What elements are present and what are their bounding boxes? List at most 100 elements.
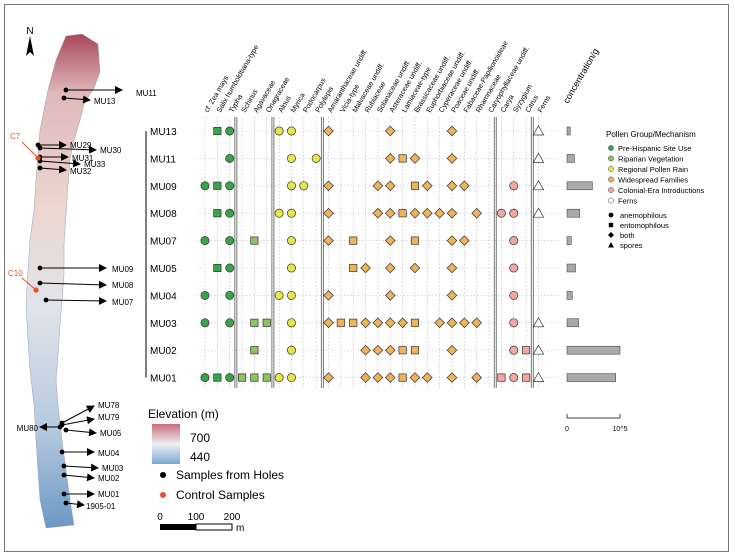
legend-group-swatch [608, 176, 614, 183]
pollen-marker-square [213, 209, 222, 218]
pollen-marker-square [522, 346, 531, 355]
sample-arrow [63, 95, 91, 104]
pollen-marker-diamond [459, 317, 470, 329]
pollen-marker-square [349, 318, 358, 327]
pollen-marker-diamond [446, 235, 458, 246]
hole-sample-mu79[interactable]: MU79 [59, 413, 120, 428]
legend-mechanism-square-icon [608, 222, 614, 228]
pollen-marker-diamond [422, 372, 433, 383]
pollen-marker-diamond [384, 180, 396, 192]
pollen-marker-square [250, 236, 259, 245]
pollen-marker-square [398, 154, 407, 163]
concentration-bar [566, 154, 575, 163]
pollen-marker-circle [509, 236, 519, 246]
sample-label: MU32 [70, 167, 92, 176]
concentration-bar [566, 373, 617, 382]
control-arrow [21, 141, 39, 159]
pollen-marker-diamond [409, 207, 421, 219]
sample-dot [43, 297, 49, 303]
pollen-marker-diamond [372, 317, 384, 329]
pollen-marker-diamond [434, 317, 445, 329]
hole-sample-mu02[interactable]: MU02 [61, 472, 120, 483]
sample-label: MU79 [98, 413, 120, 422]
hole-sample-mu09[interactable]: MU09 [37, 264, 134, 274]
pollen-marker-square [213, 181, 222, 190]
pollen-marker-diamond [409, 262, 421, 274]
pollen-marker-circle [225, 126, 235, 136]
pollen-marker-diamond [459, 180, 470, 192]
pollen-marker-triangle [532, 152, 545, 163]
north-arrow-icon [26, 36, 34, 56]
hole-sample-mu04[interactable]: MU04 [59, 448, 120, 458]
hole-sample-mu08[interactable]: MU08 [37, 280, 134, 290]
pollen-marker-square [522, 373, 531, 382]
hole-sample-mu30[interactable]: MU30 [37, 145, 122, 155]
control-sample-c7[interactable]: C7 [10, 132, 41, 161]
pollen-marker-diamond [471, 372, 482, 383]
sample-label: 1905-01 [86, 502, 116, 511]
pollen-marker-triangle [532, 344, 545, 355]
pollen-marker-square [262, 318, 271, 327]
pollen-marker-circle [287, 181, 296, 191]
pollen-marker-diamond [372, 180, 384, 192]
pollen-marker-circle [287, 263, 296, 273]
pollen-marker-diamond [323, 125, 334, 137]
sample-dot [63, 500, 69, 506]
pollen-marker-diamond [360, 262, 371, 274]
elevation-high-label: 700 [190, 431, 210, 445]
sample-dot [63, 427, 69, 433]
hole-sample-1905-01[interactable]: 1905-01 [63, 500, 116, 511]
sample-label: MU07 [112, 298, 134, 307]
pollen-marker-triangle [532, 125, 545, 136]
hole-sample-mu05[interactable]: MU05 [63, 427, 122, 438]
pollen-marker-square [213, 263, 222, 273]
control-legend-dot [160, 492, 166, 498]
pollen-marker-circle [287, 318, 296, 328]
control-sample-c10[interactable]: C10 [8, 269, 39, 293]
pollen-marker-diamond [384, 153, 396, 164]
sample-label: MU80 [17, 424, 39, 433]
control-legend-label: Control Samples [176, 488, 265, 502]
hole-sample-mu01[interactable]: MU01 [61, 490, 120, 499]
pollen-marker-circle [225, 236, 235, 246]
pollen-marker-diamond [434, 207, 445, 219]
pollen-marker-diamond [409, 372, 421, 383]
pollen-marker-circle [274, 373, 284, 383]
pollen-marker-square [336, 318, 345, 327]
pollen-marker-circle [200, 290, 210, 300]
pollen-marker-square [349, 236, 358, 245]
sample-label: MU31 [72, 154, 94, 163]
pollen-marker-diamond [459, 235, 470, 246]
pollen-legend-title: Pollen Group/Mechanism [606, 130, 696, 139]
sample-arrow [65, 428, 97, 437]
hole-sample-mu07[interactable]: MU07 [43, 296, 134, 307]
pollen-marker-diamond [422, 180, 433, 192]
sample-row-label: MU05 [150, 264, 177, 275]
legend-group-label: Widespread Families [618, 176, 688, 185]
sample-arrow [45, 296, 107, 305]
pollen-marker-diamond [446, 372, 458, 383]
pollen-marker-circle [509, 345, 519, 355]
sample-arrow [65, 500, 85, 509]
pollen-marker-square [238, 373, 247, 382]
sample-dot [63, 87, 69, 93]
scale-tick-0: 0 [157, 512, 163, 523]
pollen-marker-diamond [384, 372, 396, 383]
pollen-marker-square [250, 373, 259, 382]
pollen-marker-circle [509, 290, 519, 300]
pollen-marker-circle [225, 208, 235, 218]
sample-label: MU03 [102, 464, 124, 473]
scale-tick-200: 200 [224, 512, 241, 523]
pollen-marker-triangle [532, 180, 545, 191]
hole-sample-mu13[interactable]: MU13 [61, 95, 116, 106]
hole-sample-mu80[interactable]: MU80 [17, 423, 63, 433]
sample-row-label: MU08 [150, 209, 177, 220]
pollen-marker-diamond [384, 207, 396, 219]
pollen-marker-diamond [446, 180, 458, 192]
hole-sample-mu03[interactable]: MU03 [61, 463, 124, 473]
pollen-marker-diamond [409, 153, 421, 164]
hole-sample-mu11[interactable]: MU11 [63, 86, 158, 98]
holes-legend-dot [160, 472, 166, 478]
hole-sample-mu32[interactable]: MU32 [37, 165, 92, 176]
